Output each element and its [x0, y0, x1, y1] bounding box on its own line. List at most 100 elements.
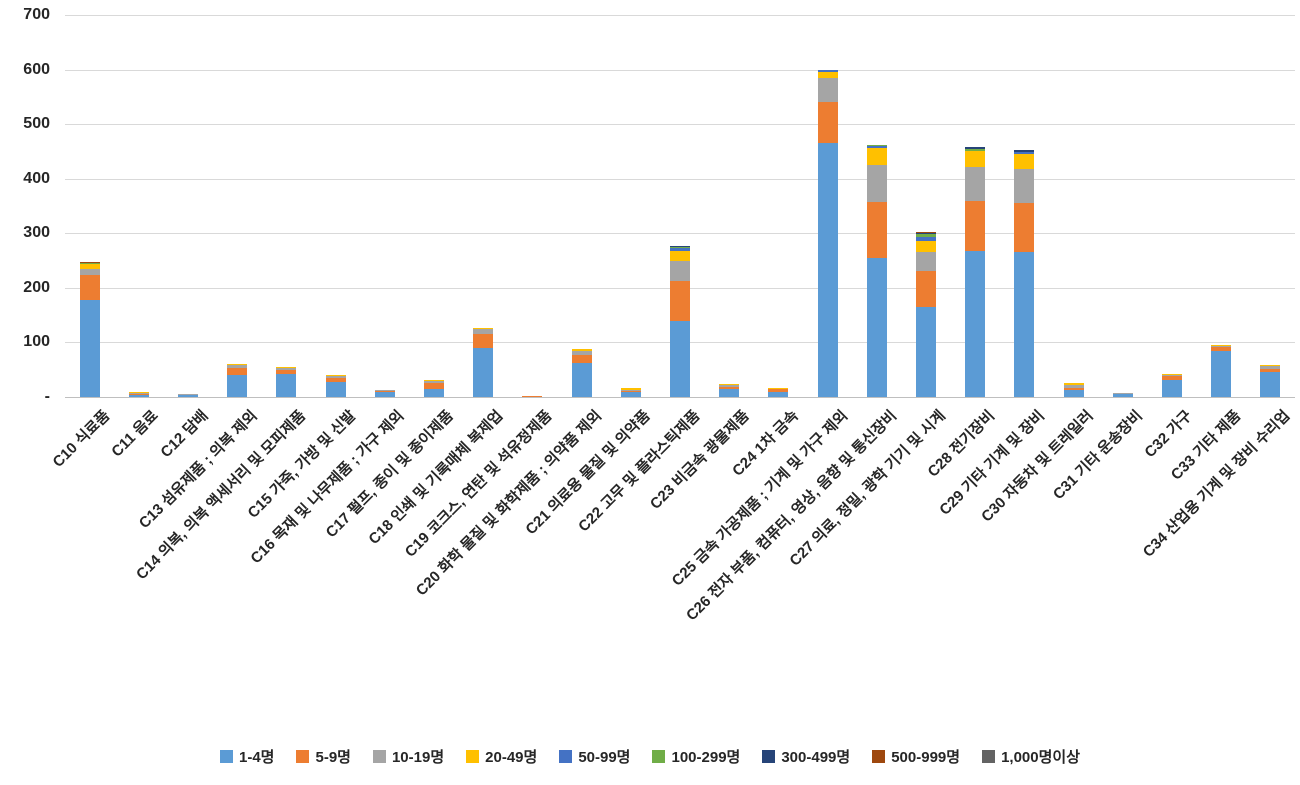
- bar-segment-10-19명: [473, 329, 494, 334]
- bar-segment-1-4명: [79, 299, 100, 397]
- legend-label: 500-999명: [891, 749, 961, 766]
- bar-segment-1-4명: [1211, 350, 1232, 397]
- bar-segment-1-4명: [670, 320, 690, 397]
- bar-segment-50-99명: [866, 145, 887, 149]
- x-axis-category-label: C34 산업용 기계 및 장비 수리업: [1079, 405, 1294, 561]
- bar-segment-300-499명: [965, 147, 986, 149]
- legend-swatch-icon: [559, 750, 573, 763]
- bar-segment-10-19명: [916, 252, 936, 272]
- bar-segment-5-9명: [1162, 376, 1182, 380]
- bar-segment-5-9명: [128, 393, 149, 395]
- bar-segment-5-9명: [817, 102, 838, 144]
- bar-segment-5-9명: [1014, 203, 1035, 253]
- bar-segment-1-4명: [424, 389, 444, 397]
- legend-item-50-99명: 50-99명: [559, 746, 630, 767]
- bar-segment-10-19명: [620, 389, 641, 391]
- bar-segment-5-9명: [374, 390, 395, 392]
- bar-segment-1-4명: [866, 257, 887, 397]
- bar-segment-20-49명: [276, 366, 297, 369]
- bar-segment-1-4명: [768, 391, 789, 397]
- legend-swatch-icon: [372, 750, 386, 763]
- bar-segment-10-19명: [1014, 169, 1035, 204]
- bar-segment-100-299명: [916, 234, 936, 238]
- bar-segment-50-99명: [670, 248, 690, 251]
- bar-segment-10-19명: [1260, 366, 1281, 369]
- legend-swatch-icon: [762, 750, 776, 763]
- legend-item-100-299명: 100-299명: [652, 746, 740, 767]
- bar-segment-10-19명: [227, 365, 248, 369]
- legend-label: 50-99명: [578, 749, 631, 766]
- bar-segment-20-49명: [571, 348, 592, 351]
- bar-segment-5-9명: [276, 370, 297, 375]
- bar-segment-10-19명: [817, 77, 838, 103]
- bar-segment-1-4명: [276, 374, 297, 397]
- bar-segment-10-19명: [1162, 374, 1182, 377]
- bar-segment-5-9명: [916, 271, 936, 307]
- bar-segment-20-49명: [817, 72, 838, 78]
- bar-segment-1-4명: [473, 347, 494, 397]
- bar-segment-10-19명: [424, 381, 444, 384]
- bar-segment-1-4명: [1063, 390, 1084, 397]
- legend-item-20-49명: 20-49명: [466, 746, 537, 767]
- bar-segment-10-19명: [79, 268, 100, 276]
- bar-segment-300-499명: [916, 232, 936, 235]
- bar-segment-1-4명: [1162, 379, 1182, 397]
- y-axis-tick-label: 600: [23, 60, 50, 78]
- legend-item-300-499명: 300-499명: [762, 746, 850, 767]
- legend-swatch-icon: [872, 750, 886, 763]
- gridline: [65, 178, 1295, 180]
- bar-segment-1-4명: [227, 375, 248, 397]
- bar-segment-5-9명: [424, 383, 444, 390]
- bar-segment-5-9명: [522, 395, 543, 397]
- bar-segment-10-19명: [965, 166, 986, 201]
- bar-segment-5-9명: [325, 377, 346, 382]
- bar-segment-5-9명: [1063, 387, 1084, 391]
- bar-segment-1-4명: [719, 389, 740, 397]
- legend-label: 20-49명: [485, 749, 538, 766]
- legend-swatch-icon: [296, 750, 310, 763]
- bar-segment-5-9명: [79, 275, 100, 300]
- bar-segment-20-49명: [866, 148, 887, 165]
- legend-swatch-icon: [220, 750, 233, 763]
- bar-segment-1-4명: [374, 391, 395, 397]
- bar-segment-20-49명: [1211, 345, 1232, 347]
- bar-segment-1-4명: [620, 391, 641, 397]
- bar-segment-20-49명: [473, 327, 494, 330]
- legend-swatch-icon: [652, 750, 666, 763]
- legend-label: 1-4명: [239, 749, 275, 766]
- bar-segment-10-19명: [670, 260, 690, 282]
- bar-segment-50-99명: [817, 69, 838, 73]
- bar-segment-5-9명: [1260, 368, 1281, 373]
- x-axis-line: [65, 397, 1295, 398]
- y-axis-tick-label: 700: [23, 6, 50, 23]
- y-axis-tick-label: 400: [23, 169, 50, 187]
- bar-segment-20-49명: [768, 387, 789, 389]
- bar-segment-20-49명: [719, 384, 740, 386]
- bar-segment-10-19명: [325, 376, 346, 378]
- bar-segment-300-499명: [1014, 150, 1035, 152]
- bar-segment-500-999명: [79, 261, 100, 263]
- legend-item-1-4명: 1-4명: [220, 746, 274, 767]
- bar-segment-300-499명: [670, 245, 690, 247]
- gridline: [65, 69, 1295, 71]
- y-axis-tick-label: 100: [23, 333, 50, 351]
- bar-segment-100-299명: [79, 262, 100, 264]
- bar-segment-20-49명: [227, 364, 248, 366]
- y-axis-tick-label: 300: [23, 224, 50, 242]
- bar-segment-20-49명: [1162, 373, 1182, 375]
- bar-segment-100-299명: [670, 246, 690, 248]
- bar-segment-50-99명: [1014, 151, 1035, 155]
- bar-segment-20-49명: [620, 388, 641, 390]
- bar-segment-1-4명: [128, 394, 149, 397]
- bar-segment-20-49명: [1063, 383, 1084, 385]
- y-axis-tick-label: -: [44, 388, 50, 405]
- bar-segment-20-49명: [965, 151, 986, 167]
- bar-segment-10-19명: [1112, 392, 1133, 395]
- bar-segment-50-99명: [79, 263, 100, 265]
- y-axis-tick-label: 500: [23, 115, 50, 133]
- legend-item-10-19명: 10-19명: [372, 746, 444, 767]
- bar-segment-1-4명: [571, 363, 592, 397]
- bar-segment-20-49명: [325, 375, 346, 377]
- gridline: [65, 15, 1295, 16]
- legend-label: 100-299명: [671, 749, 741, 766]
